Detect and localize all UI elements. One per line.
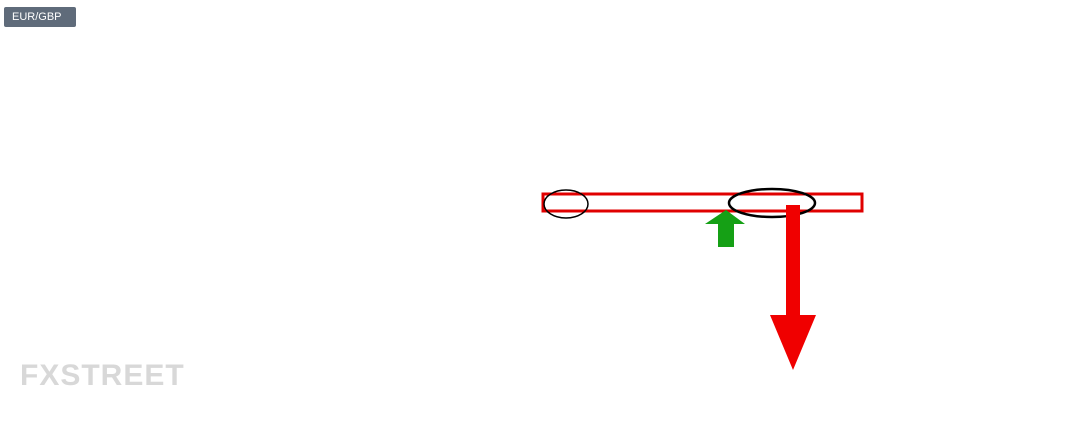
up-arrow (705, 210, 745, 247)
ellipse-marker (543, 189, 589, 219)
ticker: EUR/GBP (12, 11, 62, 23)
watermark: FXSTREET (20, 359, 185, 392)
ticker-box: EUR/GBP (4, 7, 76, 27)
ellipse-marker (727, 187, 817, 219)
down-arrow (770, 205, 816, 370)
zone-box (541, 192, 864, 213)
annotations (541, 187, 864, 370)
